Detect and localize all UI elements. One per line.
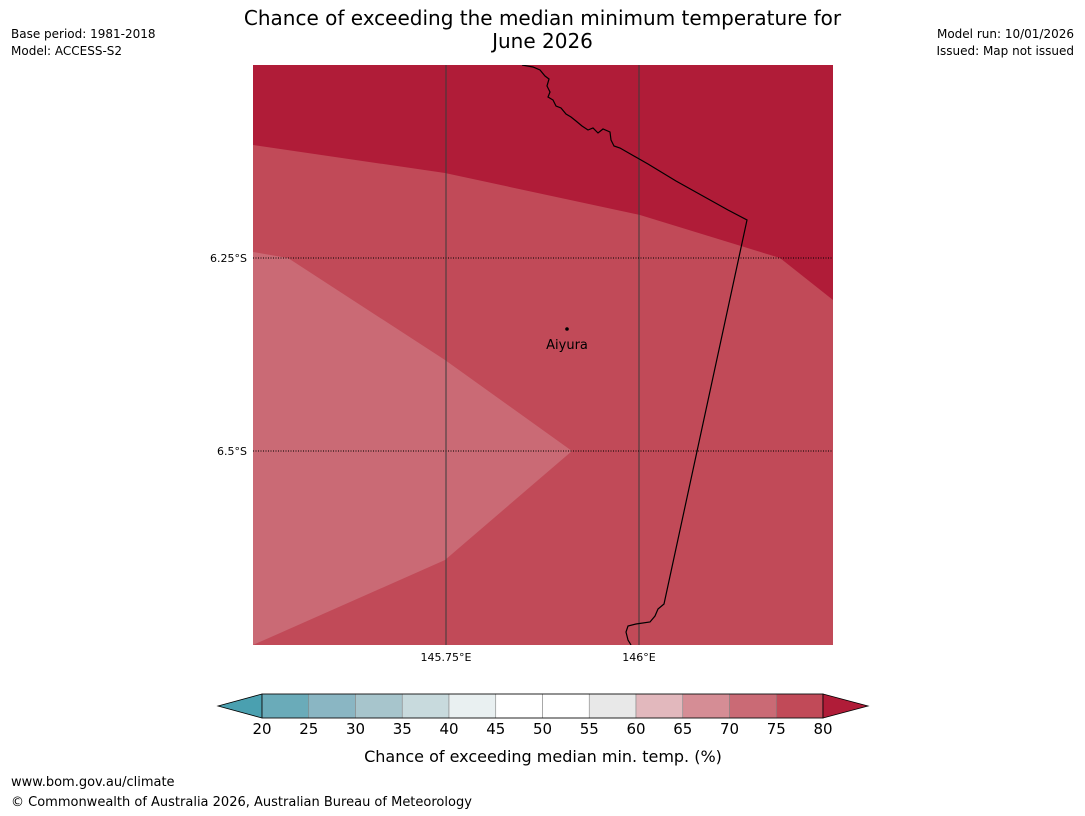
- colorbar: 20 25 30 35 40 45 50 55 60 65 70 75 80 Chance of exc…: [216, 693, 870, 766]
- colorbar-cell-50-55: [542, 693, 590, 719]
- colorbar-cell-35-40: [401, 693, 450, 719]
- colorbar-tick-40: 40: [439, 720, 458, 738]
- colorbar-tick-55: 55: [580, 720, 599, 738]
- colorbar-cell-40-45: [448, 693, 497, 719]
- colorbar-tick-35: 35: [393, 720, 412, 738]
- band-70-75: [253, 252, 572, 645]
- aiyura-marker: [565, 327, 569, 331]
- footer-copyright: © Commonwealth of Australia 2026, Austra…: [11, 795, 472, 810]
- colorbar-cell-70-75: [729, 693, 777, 719]
- province-border: [521, 65, 748, 645]
- colorbar-tick-50: 50: [533, 720, 552, 738]
- title-line-2: June 2026: [492, 29, 593, 53]
- colorbar-cell-65-70: [682, 693, 730, 719]
- colorbar-tick-30: 30: [346, 720, 365, 738]
- map-title: Chance of exceeding the median minimum t…: [200, 7, 885, 53]
- lon-label-145-75: 145.75°E: [421, 651, 472, 664]
- colorbar-cell-75-80: [775, 693, 824, 719]
- colorbar-cell-60-65: [635, 693, 684, 719]
- meta-right: Model run: 10/01/2026 Issued: Map not is…: [936, 26, 1074, 60]
- footer-url: www.bom.gov.au/climate: [11, 775, 175, 790]
- model-name: Model: ACCESS-S2: [11, 44, 123, 58]
- colorbar-above-80: [822, 693, 870, 719]
- colorbar-cell-55-60: [588, 693, 637, 719]
- lat-label-6-25: 6.25°S: [210, 252, 247, 265]
- colorbar-tick-80: 80: [813, 720, 832, 738]
- colorbar-tick-25: 25: [299, 720, 318, 738]
- colorbar-tick-60: 60: [626, 720, 645, 738]
- model-run: Model run: 10/01/2026: [936, 27, 1074, 41]
- lat-label-6-5: 6.5°S: [217, 445, 247, 458]
- base-period: Base period: 1981-2018: [11, 27, 156, 41]
- colorbar-title: Chance of exceeding median min. temp. (%…: [364, 747, 722, 766]
- place-label-aiyura: Aiyura: [546, 338, 588, 353]
- colorbar-tick-70: 70: [720, 720, 739, 738]
- title-line-1: Chance of exceeding the median minimum t…: [243, 6, 842, 30]
- map-area: Aiyura: [253, 65, 833, 645]
- lon-label-146: 146°E: [622, 651, 655, 664]
- meta-left: Base period: 1981-2018 Model: ACCESS-S2: [11, 26, 156, 60]
- colorbar-cell-20-25: [261, 693, 310, 719]
- colorbar-cell-30-35: [355, 693, 403, 719]
- colorbar-tick-75: 75: [767, 720, 786, 738]
- colorbar-cell-45-50: [495, 693, 543, 719]
- issued-status: Issued: Map not issued: [936, 44, 1074, 58]
- colorbar-tick-65: 65: [673, 720, 692, 738]
- colorbar-below-20: [216, 693, 263, 719]
- colorbar-tick-20: 20: [252, 720, 271, 738]
- colorbar-tick-45: 45: [486, 720, 505, 738]
- colorbar-cell-25-30: [308, 693, 356, 719]
